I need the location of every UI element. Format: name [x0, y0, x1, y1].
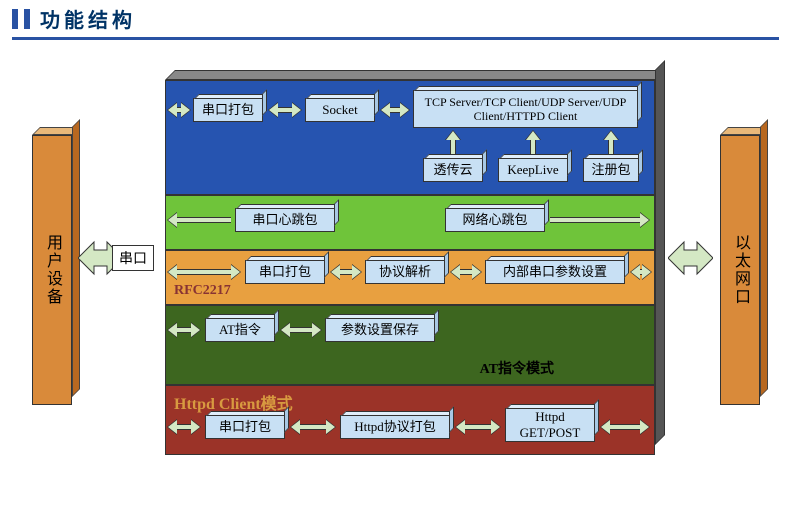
- user-device-label: 用户设备: [40, 234, 64, 306]
- arrow: [455, 419, 501, 435]
- node-protocols: TCP Server/TCP Client/UDP Server/UDP Cli…: [413, 90, 638, 128]
- node-serial-pack-2: 串口打包: [245, 260, 325, 284]
- ethernet-label: 以太网口: [728, 234, 752, 306]
- ethernet-block: 以太网口: [720, 135, 760, 405]
- node-proto-parse: 协议解析: [365, 260, 445, 284]
- arrow: [280, 322, 322, 338]
- node-at-cmd: AT指令: [205, 318, 275, 342]
- page-title: 功能结构: [40, 4, 136, 33]
- user-device-block: 用户设备: [32, 135, 72, 405]
- header-accent-bar: [24, 9, 30, 29]
- node-save-config: 参数设置保存: [325, 318, 435, 342]
- arrow: [630, 264, 652, 280]
- header-accent-bar: [12, 9, 18, 29]
- big-arrow-right: [668, 235, 713, 281]
- arrow: [525, 130, 541, 154]
- arrow: [167, 419, 201, 435]
- arrow: [603, 130, 619, 154]
- arrow: [167, 102, 191, 118]
- arrow: [600, 419, 650, 435]
- node-httpd-pack: Httpd协议打包: [340, 415, 450, 439]
- row-dgreen-label: AT指令模式: [480, 358, 554, 378]
- node-register: 注册包: [583, 158, 639, 182]
- arrow: [550, 212, 650, 228]
- node-net-heartbeat: 网络心跳包: [445, 208, 545, 232]
- arrow: [330, 264, 362, 280]
- node-socket: Socket: [305, 98, 375, 122]
- node-serial-config: 内部串口参数设置: [485, 260, 625, 284]
- node-serial-pack-3: 串口打包: [205, 415, 285, 439]
- node-keeplive: KeepLive: [498, 158, 568, 182]
- node-httpd-method: Httpd GET/POST: [505, 408, 595, 442]
- serial-port-box: 串口: [112, 245, 154, 271]
- arrow: [167, 322, 201, 338]
- diagram-canvas: 用户设备 以太网口 串口 RFC2217 AT指令模式 Httpd Client…: [0, 40, 791, 500]
- arrow: [445, 130, 461, 154]
- arrow: [290, 419, 336, 435]
- arrow: [167, 264, 241, 280]
- node-serial-heartbeat: 串口心跳包: [235, 208, 335, 232]
- main-container: RFC2217 AT指令模式 Httpd Client模式 串口打包 Socke…: [165, 80, 655, 455]
- node-cloud: 透传云: [423, 158, 483, 182]
- node-serial-pack-1: 串口打包: [193, 98, 263, 122]
- header: 功能结构: [0, 0, 791, 37]
- arrow: [450, 264, 482, 280]
- serial-label: 串口: [119, 248, 147, 268]
- arrow: [268, 102, 302, 118]
- arrow: [380, 102, 410, 118]
- arrow: [167, 212, 231, 228]
- row-orange-label: RFC2217: [174, 283, 231, 299]
